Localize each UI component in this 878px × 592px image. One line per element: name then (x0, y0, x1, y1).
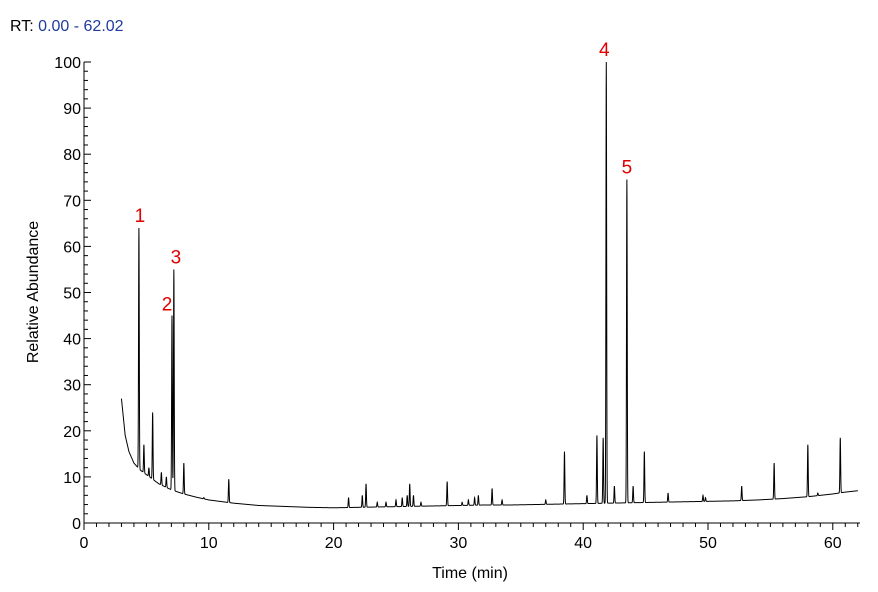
y-tick-label: 100 (54, 55, 81, 72)
y-tick-label: 70 (63, 193, 81, 210)
x-tick-label: 30 (449, 535, 467, 552)
x-tick-label: 60 (824, 535, 842, 552)
y-axis-title: Relative Abundance (25, 221, 42, 363)
x-tick-label: 20 (325, 535, 343, 552)
chromatogram-trace (120, 61, 858, 509)
x-axis-title: Time (min) (432, 565, 508, 582)
peak-annotations: 1 2 3 4 5 (135, 40, 633, 316)
rt-range-header: RT: 0.00 - 62.02 (10, 18, 124, 36)
peak-label-3: 3 (171, 247, 182, 268)
peak-label-4: 4 (599, 40, 610, 61)
y-tick-label: 30 (63, 378, 81, 395)
x-tick-label: 10 (200, 535, 218, 552)
y-tick-label: 0 (72, 516, 81, 533)
rt-prefix: RT: (10, 18, 34, 35)
y-tick-label: 80 (63, 147, 81, 164)
x-tick-label: 50 (699, 535, 717, 552)
x-axis-ticks: 0 10 20 30 40 50 60 (80, 523, 859, 552)
y-tick-label: 60 (63, 239, 81, 256)
y-tick-label: 90 (63, 101, 81, 118)
rt-range-value: 0.00 - 62.02 (38, 18, 124, 35)
chromatogram-trace-group (120, 61, 858, 509)
y-tick-label: 50 (63, 286, 81, 303)
peak-label-1: 1 (135, 206, 146, 227)
y-axis-ticks: 0 10 20 30 40 50 60 70 80 90 100 (54, 55, 91, 533)
y-tick-label: 10 (63, 470, 81, 487)
y-tick-label: 20 (63, 424, 81, 441)
y-tick-label: 40 (63, 332, 81, 349)
x-tick-label: 0 (80, 535, 89, 552)
x-tick-label: 40 (574, 535, 592, 552)
peak-label-2: 2 (162, 295, 173, 316)
axes (83, 62, 860, 524)
peak-label-5: 5 (622, 158, 633, 179)
